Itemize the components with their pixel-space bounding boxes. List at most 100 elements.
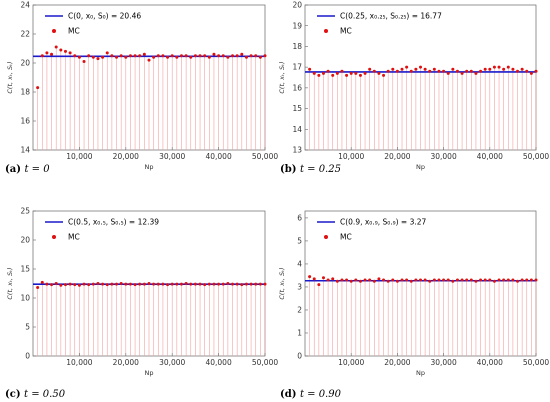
mc-point xyxy=(152,55,156,59)
x-tick-label: 50,000 xyxy=(252,358,278,367)
x-axis-label: Np xyxy=(416,163,425,171)
mc-point xyxy=(437,278,441,282)
mc-point xyxy=(451,279,455,283)
x-axis-label: Np xyxy=(145,369,154,377)
mc-point xyxy=(400,67,404,71)
legend-dot-swatch xyxy=(324,235,328,239)
legend-dot-swatch xyxy=(324,29,328,33)
x-tick-label: 30,000 xyxy=(430,152,456,161)
mc-point xyxy=(423,67,427,71)
mc-point xyxy=(128,54,132,58)
mc-point xyxy=(175,55,179,59)
y-tick-label: 17 xyxy=(292,63,302,72)
mc-point xyxy=(63,49,67,53)
mc-point xyxy=(87,54,91,58)
mc-point xyxy=(354,278,358,282)
mc-point xyxy=(460,278,464,282)
mc-point xyxy=(372,279,376,283)
mc-point xyxy=(147,282,151,285)
x-tick-label: 20,000 xyxy=(113,152,139,161)
mc-point xyxy=(133,54,137,58)
x-axis-label: Np xyxy=(416,369,425,377)
mc-point xyxy=(161,282,165,286)
mc-point xyxy=(326,278,330,282)
mc-point xyxy=(442,69,446,73)
mc-point xyxy=(45,51,49,55)
mc-point xyxy=(525,278,529,282)
mc-point xyxy=(170,54,174,58)
y-tick-label: 20 xyxy=(20,59,30,68)
mc-point xyxy=(110,282,114,286)
mc-point xyxy=(497,278,501,282)
mc-point xyxy=(520,278,524,282)
mc-point xyxy=(240,52,244,56)
mc-point xyxy=(54,45,58,49)
y-tick-label: 16 xyxy=(292,83,302,92)
x-tick-label: 40,000 xyxy=(477,358,503,367)
mc-point xyxy=(488,67,492,71)
panel-caption-tag: (a) xyxy=(5,164,24,175)
mc-point xyxy=(193,282,197,286)
mc-point xyxy=(428,69,432,73)
mc-point xyxy=(428,279,432,283)
mc-point xyxy=(395,279,399,283)
x-tick-label: 50,000 xyxy=(252,152,278,161)
mc-point xyxy=(386,69,390,73)
mc-point xyxy=(68,51,72,55)
mc-point xyxy=(455,278,459,282)
mc-point xyxy=(511,278,515,282)
mc-point xyxy=(59,283,63,287)
y-tick-label: 25 xyxy=(20,207,30,216)
mc-point xyxy=(258,55,262,59)
mc-point xyxy=(235,54,239,58)
y-axis-label: C(t, xₜ, Sₜ) xyxy=(6,61,14,93)
legend-dot-label: MC xyxy=(340,233,352,242)
mc-point xyxy=(231,282,235,286)
mc-point xyxy=(254,54,258,58)
mc-point xyxy=(391,67,395,71)
mc-point xyxy=(254,282,258,286)
mc-point xyxy=(240,283,244,287)
mc-point xyxy=(258,282,262,286)
mc-point xyxy=(217,282,221,286)
mc-point xyxy=(497,65,501,69)
x-tick-label: 40,000 xyxy=(205,152,231,161)
mc-point xyxy=(479,278,483,282)
mc-point xyxy=(442,278,446,282)
mc-point xyxy=(331,73,335,77)
legend-dot-swatch xyxy=(52,29,56,33)
mc-point xyxy=(91,55,95,59)
x-tick-label: 10,000 xyxy=(66,358,92,367)
mc-point xyxy=(110,54,114,58)
mc-point xyxy=(212,52,216,56)
mc-point xyxy=(82,60,86,64)
panel-caption: (d) t = 0.90 xyxy=(280,389,342,400)
mc-point xyxy=(77,283,81,287)
y-tick-label: 22 xyxy=(20,30,30,39)
mc-point xyxy=(492,279,496,283)
mc-point xyxy=(68,282,72,286)
chart-panel-1: 10,000 20,000 30,000 40,000 50,000 14 16 18 20 22… xyxy=(5,1,278,175)
mc-point xyxy=(203,54,207,58)
mc-point xyxy=(217,54,221,58)
mc-point xyxy=(226,55,230,59)
mc-point xyxy=(231,54,235,58)
x-tick-label: 30,000 xyxy=(159,358,185,367)
mc-point xyxy=(382,73,386,77)
mc-point xyxy=(400,278,404,282)
mc-point xyxy=(119,282,123,285)
legend-line-label: C(0.25, x₀.₂₅, S₀.₂₅) = 16.77 xyxy=(340,12,442,21)
mc-point xyxy=(156,282,160,286)
y-tick-label: 1 xyxy=(297,329,302,338)
mc-point xyxy=(506,278,510,282)
mc-point xyxy=(529,71,533,75)
mc-point xyxy=(105,283,109,287)
mc-point xyxy=(50,52,54,56)
mc-point xyxy=(166,55,170,59)
mc-point xyxy=(451,67,455,71)
mc-point xyxy=(331,277,335,281)
mc-point xyxy=(119,54,123,58)
mc-point xyxy=(133,283,137,287)
y-tick-label: 14 xyxy=(20,146,30,155)
legend-dot-label: MC xyxy=(340,27,352,36)
